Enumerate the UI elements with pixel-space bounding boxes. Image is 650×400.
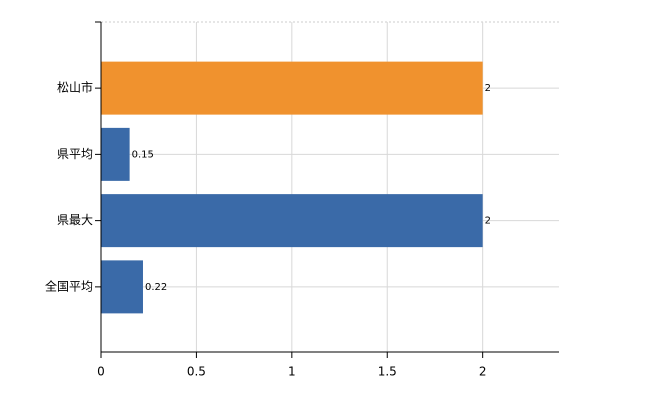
x-tick-label: 0.5 [187,365,206,379]
x-tick-label: 1 [288,365,296,379]
x-tick-label: 0 [97,365,105,379]
value-label: 2 [485,216,491,227]
value-label: 0.22 [145,282,167,293]
y-tick-label: 松山市 [57,80,93,95]
y-tick-label: 県最大 [57,213,93,227]
bar [101,61,483,115]
bar [101,260,143,314]
value-label: 2 [485,83,491,94]
y-tick-label: 全国平均 [45,278,93,293]
bar [101,194,483,248]
x-tick-label: 2 [479,365,487,379]
value-label: 0.15 [132,149,154,160]
y-tick-label: 県平均 [57,147,93,161]
bar [101,127,130,181]
x-tick-label: 1.5 [378,365,397,379]
